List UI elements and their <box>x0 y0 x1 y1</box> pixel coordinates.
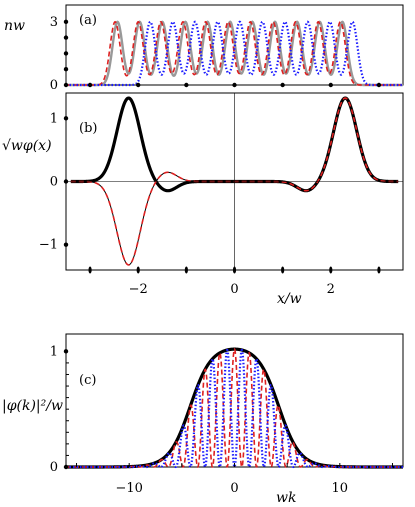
panel-b-ytick-label-2: 1 <box>50 111 58 126</box>
panel-b-ylabel: √wφ(x) <box>2 138 52 154</box>
panel-c-label: (c) <box>79 373 96 388</box>
panel-a-xtick-mark-5 <box>328 82 333 88</box>
panel-b-xtick-mark-2 <box>184 266 188 274</box>
panel-b-ytick-mark-2 <box>63 116 69 121</box>
panel-a-ylabel: nw <box>4 18 25 34</box>
panel-b-xtick-label-0: −2 <box>129 282 148 297</box>
panel-b-xtick-label-1: 0 <box>230 282 238 297</box>
panel-c-ylabel: |φ(k)|²/w <box>2 398 63 414</box>
panel-b-label: (b) <box>79 121 97 136</box>
panel-c-series-2 <box>66 348 403 469</box>
panel-a-series-1 <box>66 20 403 86</box>
panel-a-ytick-mark-0 <box>63 82 69 88</box>
panel-c-series-0 <box>66 347 403 469</box>
panel-a-ytick-mark-4 <box>63 19 69 25</box>
panel-b-xtick-label-2: 2 <box>327 282 335 297</box>
panel-c-ticks: 0 1 −10 0 10 <box>50 344 393 496</box>
panel-b-ytick-label-1: 0 <box>50 175 58 190</box>
panel-a-ticks: 03 <box>50 15 382 93</box>
panel-b-xtick-mark-3 <box>232 266 237 274</box>
panel-b-ticks: −1 0 1 −2 0 2 <box>39 93 403 297</box>
panel-a-xtick-mark-1 <box>136 82 141 88</box>
panel-a: 03 (a) nw <box>4 4 404 93</box>
panel-c-series-1 <box>66 347 403 468</box>
panel-c-ytick-label-1: 1 <box>50 344 58 359</box>
panel-c: 0 1 −10 0 10 (c) |φ(k)|²/w wk <box>2 333 404 506</box>
panel-c-xtick-label-2: 10 <box>332 481 349 496</box>
panel-a-ytick-mark-2 <box>63 51 69 56</box>
panel-a-xtick-mark-0 <box>87 82 93 88</box>
panel-b-ytick-label-0: −1 <box>39 238 58 253</box>
panel-b-ytick-mark-1 <box>63 179 69 184</box>
panel-a-label: (a) <box>79 13 97 28</box>
panel-b-xtick-mark-5 <box>329 266 333 274</box>
panel-a-ytick-mark-1 <box>63 67 69 72</box>
panel-b-xtick-mark-1 <box>136 266 140 274</box>
panel-a-xtick-mark-3 <box>232 82 237 88</box>
panel-c-xtick-label-1: 0 <box>230 481 238 496</box>
panel-a-series-2 <box>66 20 403 87</box>
panel-c-ytick-mark-1 <box>63 349 69 354</box>
panel-a-xtick-mark-2 <box>184 82 189 88</box>
panel-a-series-0 <box>66 20 403 87</box>
panel-a-xtick-mark-6 <box>376 82 382 88</box>
panel-b-xtick-mark-4 <box>281 266 285 274</box>
panel-a-ytick-label-1: 3 <box>50 15 58 30</box>
panel-a-ytick-mark-3 <box>63 35 69 40</box>
panel-b: −1 0 1 −2 0 2 (b) √wφ(x) x/w <box>2 92 404 307</box>
panel-c-xlabel: wk <box>276 490 296 506</box>
panel-c-ytick-label-0: 0 <box>50 460 58 475</box>
panel-b-xlabel: x/w <box>277 291 302 307</box>
panel-a-ytick-label-0: 0 <box>50 78 58 93</box>
panel-c-ytick-mark-0 <box>63 464 69 470</box>
panel-a-xtick-mark-4 <box>280 82 285 88</box>
panel-c-frame <box>65 333 404 468</box>
panel-b-xtick-mark-6 <box>377 266 381 274</box>
panel-b-ytick-mark-0 <box>63 242 69 247</box>
panel-a-series <box>66 20 403 87</box>
panel-c-xtick-label-0: −10 <box>115 481 142 496</box>
panel-b-xtick-mark-0 <box>88 266 92 274</box>
panel-c-series <box>66 347 403 469</box>
